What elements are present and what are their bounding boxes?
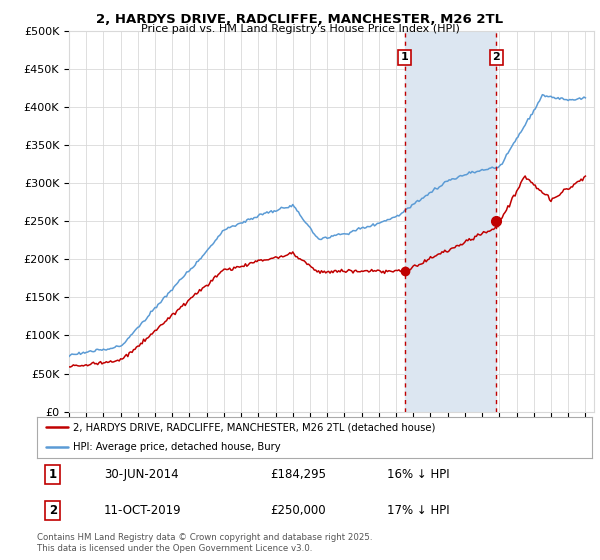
Text: 2: 2 [493, 53, 500, 63]
Text: Contains HM Land Registry data © Crown copyright and database right 2025.
This d: Contains HM Land Registry data © Crown c… [37, 533, 373, 553]
Text: £250,000: £250,000 [271, 504, 326, 517]
Text: 2, HARDYS DRIVE, RADCLIFFE, MANCHESTER, M26 2TL: 2, HARDYS DRIVE, RADCLIFFE, MANCHESTER, … [97, 13, 503, 26]
Text: 2, HARDYS DRIVE, RADCLIFFE, MANCHESTER, M26 2TL (detached house): 2, HARDYS DRIVE, RADCLIFFE, MANCHESTER, … [73, 422, 436, 432]
Text: 11-OCT-2019: 11-OCT-2019 [104, 504, 181, 517]
Text: 17% ↓ HPI: 17% ↓ HPI [387, 504, 449, 517]
Text: 1: 1 [401, 53, 409, 63]
Text: HPI: Average price, detached house, Bury: HPI: Average price, detached house, Bury [73, 442, 281, 452]
Text: 1: 1 [49, 468, 57, 481]
Text: 2: 2 [49, 504, 57, 517]
Text: Price paid vs. HM Land Registry's House Price Index (HPI): Price paid vs. HM Land Registry's House … [140, 24, 460, 34]
Text: 30-JUN-2014: 30-JUN-2014 [104, 468, 178, 481]
Bar [404, 31, 496, 412]
Text: £184,295: £184,295 [271, 468, 326, 481]
Text: 16% ↓ HPI: 16% ↓ HPI [387, 468, 449, 481]
